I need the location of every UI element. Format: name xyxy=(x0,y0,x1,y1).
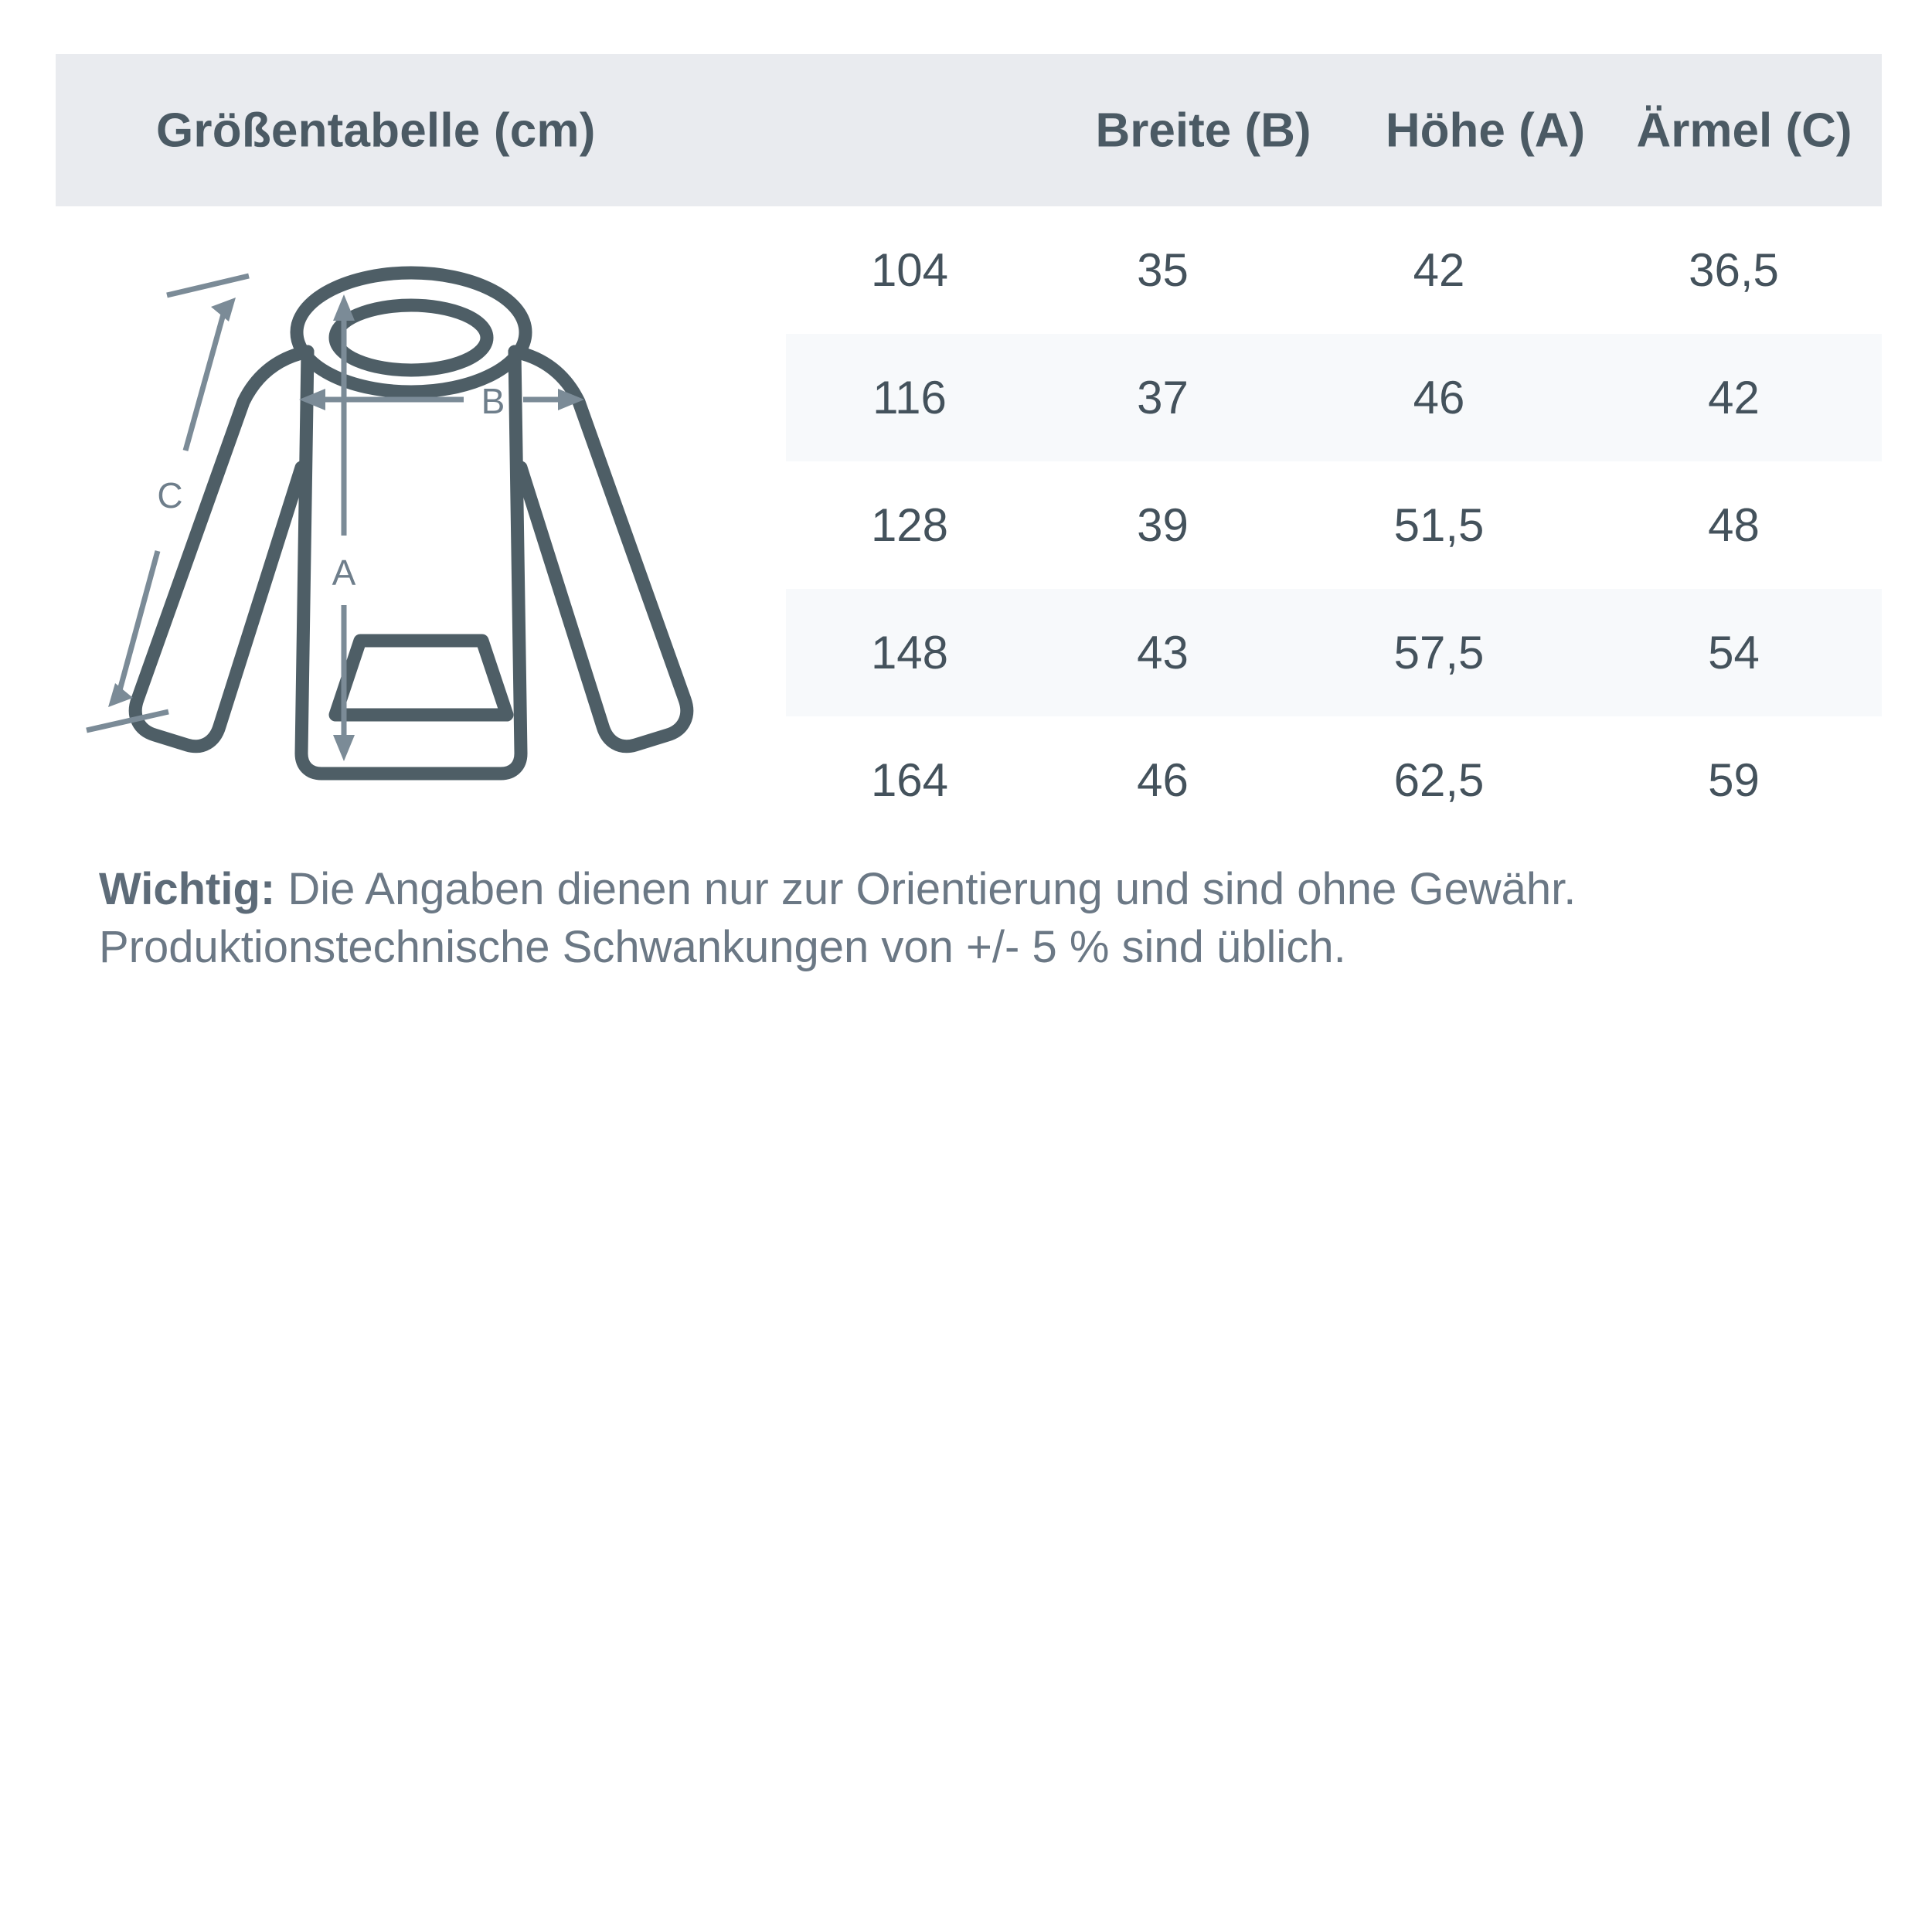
column-header-hoehe: Höhe (A) xyxy=(1385,104,1586,157)
disclaimer-lead: Wichtig: xyxy=(99,864,276,914)
disclaimer-line-2: Produktionstechnische Schwankungen von +… xyxy=(99,922,1346,973)
cell-breite-b: 37 xyxy=(1137,372,1189,423)
cell-aermel-c: 59 xyxy=(1708,754,1760,806)
cell-hoehe-a: 42 xyxy=(1413,244,1465,296)
table-row: 128 39 51,5 48 xyxy=(786,461,1882,589)
cell-hoehe-a: 57,5 xyxy=(1393,627,1485,679)
cell-size: 116 xyxy=(872,372,947,423)
column-header-aermel: Ärmel (C) xyxy=(1636,104,1852,157)
page-title: Größentabelle (cm) xyxy=(156,104,596,157)
cell-hoehe-a: 62,5 xyxy=(1393,754,1485,806)
cell-size: 148 xyxy=(870,627,949,679)
table-row: 164 46 62,5 59 xyxy=(786,716,1882,844)
table-row: 104 35 42 36,5 xyxy=(786,206,1882,334)
size-table: 104 35 42 36,5 116 37 46 42 128 39 51,5 … xyxy=(786,206,1882,844)
cell-hoehe-a: 46 xyxy=(1413,372,1465,423)
cell-size: 164 xyxy=(870,754,949,806)
cell-aermel-c: 36,5 xyxy=(1689,244,1779,296)
dimension-c: C xyxy=(86,273,250,733)
dimension-a: A xyxy=(332,294,356,761)
cell-size: 104 xyxy=(870,244,949,296)
dimension-label-a: A xyxy=(332,553,356,593)
column-header-breite: Breite (B) xyxy=(1095,104,1311,157)
hoodie-measurement-diagram: A B C xyxy=(77,220,819,838)
table-header-band: Größentabelle (cm) Breite (B) Höhe (A) Ä… xyxy=(56,54,1882,206)
cell-hoehe-a: 51,5 xyxy=(1393,499,1485,551)
cell-breite-b: 39 xyxy=(1137,499,1189,551)
dimension-b: B xyxy=(299,381,584,421)
cell-size: 128 xyxy=(870,499,949,551)
hoodie-body-icon xyxy=(128,345,694,781)
table-row: 148 43 57,5 54 xyxy=(786,589,1882,716)
cell-breite-b: 35 xyxy=(1137,244,1189,296)
pocket-icon xyxy=(328,634,514,722)
cell-aermel-c: 42 xyxy=(1708,372,1760,423)
dimension-label-b: B xyxy=(481,381,505,421)
cell-breite-b: 43 xyxy=(1137,627,1189,679)
cell-aermel-c: 48 xyxy=(1708,499,1760,551)
table-row: 116 37 46 42 xyxy=(786,334,1882,461)
disclaimer-line-1: Die Angaben dienen nur zur Orientierung … xyxy=(275,864,1577,914)
cell-breite-b: 46 xyxy=(1137,754,1189,806)
hood-icon xyxy=(290,266,532,399)
disclaimer-note: Wichtig: Die Angaben dienen nur zur Orie… xyxy=(99,860,1861,977)
column-header-group: Breite (B) Höhe (A) Ärmel (C) xyxy=(1053,103,1872,158)
dimension-label-c: C xyxy=(157,475,182,515)
cell-aermel-c: 54 xyxy=(1708,627,1760,679)
